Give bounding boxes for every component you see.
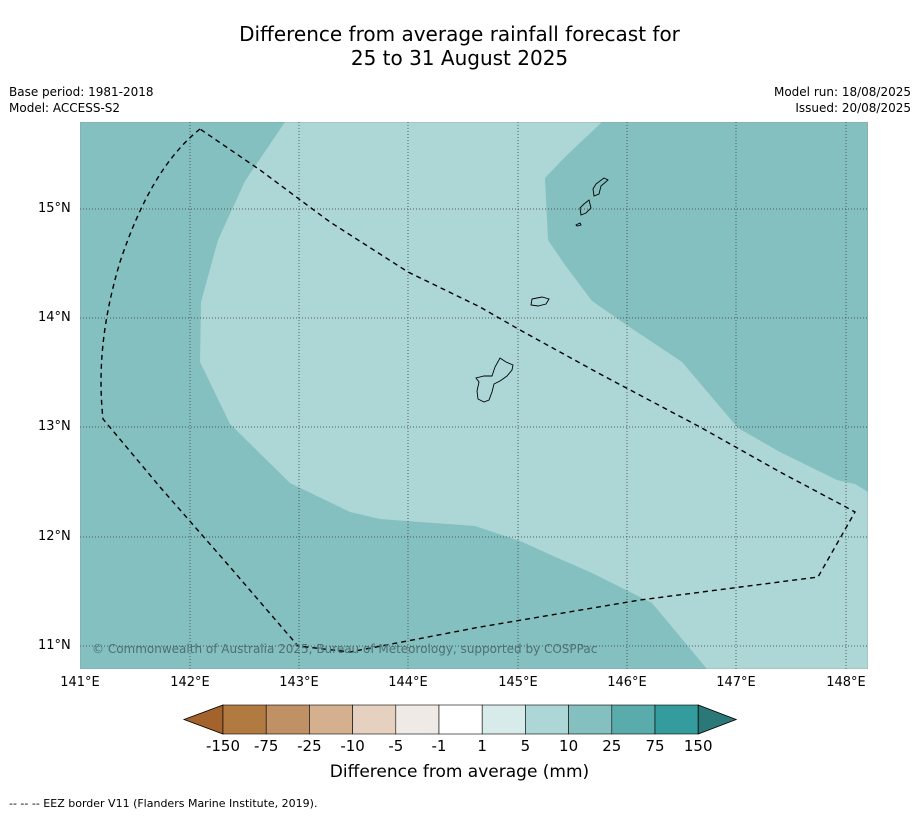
island-saipan bbox=[592, 177, 609, 197]
meta-right: Model run: 18/08/2025 Issued: 20/08/2025 bbox=[774, 84, 911, 116]
rain-region-5-10-west bbox=[200, 122, 868, 669]
colorbar-tick-label: -10 bbox=[340, 737, 365, 755]
issued-text: Issued: 20/08/2025 bbox=[795, 101, 911, 115]
lat-label: 14°N bbox=[38, 310, 71, 325]
colorbar-tick-label: 25 bbox=[602, 737, 622, 755]
lon-label: 146°E bbox=[607, 675, 647, 690]
title-line-2: 25 to 31 August 2025 bbox=[350, 46, 569, 70]
island-tinian bbox=[579, 199, 592, 216]
colorbar-tick-label: 1 bbox=[477, 737, 487, 755]
model-run-text: Model run: 18/08/2025 bbox=[773, 85, 911, 99]
colorbar-tick-label: -150 bbox=[205, 737, 241, 755]
copyright-text: © Commonwealth of Australia 2025, Bureau… bbox=[92, 642, 597, 656]
lat-label: 11°N bbox=[38, 638, 71, 653]
colorbar-cell bbox=[525, 704, 569, 735]
lon-label: 147°E bbox=[716, 675, 756, 690]
colorbar-tick-label: -5 bbox=[388, 737, 404, 755]
meta-left: Base period: 1981-2018 Model: ACCESS-S2 bbox=[9, 84, 154, 116]
colorbar-cell bbox=[654, 704, 699, 735]
lat-label: 12°N bbox=[38, 529, 71, 544]
colorbar bbox=[182, 704, 738, 735]
lon-label: 143°E bbox=[279, 675, 319, 690]
colorbar-cell bbox=[352, 704, 397, 735]
colorbar-cell bbox=[481, 704, 526, 735]
title-line-1: Difference from average rainfall forecas… bbox=[239, 22, 680, 46]
base-period-text: Base period: 1981-2018 bbox=[9, 85, 154, 99]
colorbar-tick-label: 10 bbox=[559, 737, 579, 755]
colorbar-cell bbox=[222, 704, 267, 735]
eez-footnote: -- -- -- EEZ border V11 (Flanders Marine… bbox=[9, 797, 318, 810]
island-aguijan bbox=[575, 222, 582, 227]
colorbar-title: Difference from average (mm) bbox=[329, 762, 590, 782]
islands bbox=[475, 177, 609, 403]
lon-label: 144°E bbox=[388, 675, 428, 690]
colorbar-cell bbox=[395, 704, 440, 735]
colorbar-cell bbox=[265, 704, 310, 735]
model-text: Model: ACCESS-S2 bbox=[9, 101, 121, 115]
colorbar-tick-label: -75 bbox=[253, 737, 279, 755]
page-title: Difference from average rainfall forecas… bbox=[0, 22, 919, 70]
colorbar-tick-label: -25 bbox=[297, 737, 322, 755]
colorbar-cell bbox=[568, 704, 613, 735]
colorbar-cell bbox=[611, 704, 656, 735]
colorbar-tick-label: 5 bbox=[520, 737, 531, 755]
lon-label: 142°E bbox=[170, 675, 210, 690]
lon-label: 141°E bbox=[60, 675, 100, 690]
colorbar-tick-label: 150 bbox=[683, 737, 713, 755]
lat-label: 15°N bbox=[38, 201, 71, 216]
map-gridlines bbox=[80, 122, 868, 669]
map-panel: © Commonwealth of Australia 2025, Bureau… bbox=[80, 122, 868, 669]
colorbar-tick-label: 75 bbox=[645, 737, 665, 755]
colorbar-cell bbox=[438, 704, 483, 735]
colorbar-extend-high bbox=[697, 704, 738, 735]
lon-label: 145°E bbox=[498, 675, 538, 690]
colorbar-extend-low bbox=[182, 704, 224, 735]
colorbar-cell bbox=[309, 704, 353, 735]
colorbar-tick-label: -1 bbox=[431, 737, 447, 755]
island-rota bbox=[530, 296, 550, 307]
island-guam bbox=[475, 357, 514, 403]
lat-label: 13°N bbox=[38, 419, 71, 434]
lon-label: 148°E bbox=[826, 675, 866, 690]
